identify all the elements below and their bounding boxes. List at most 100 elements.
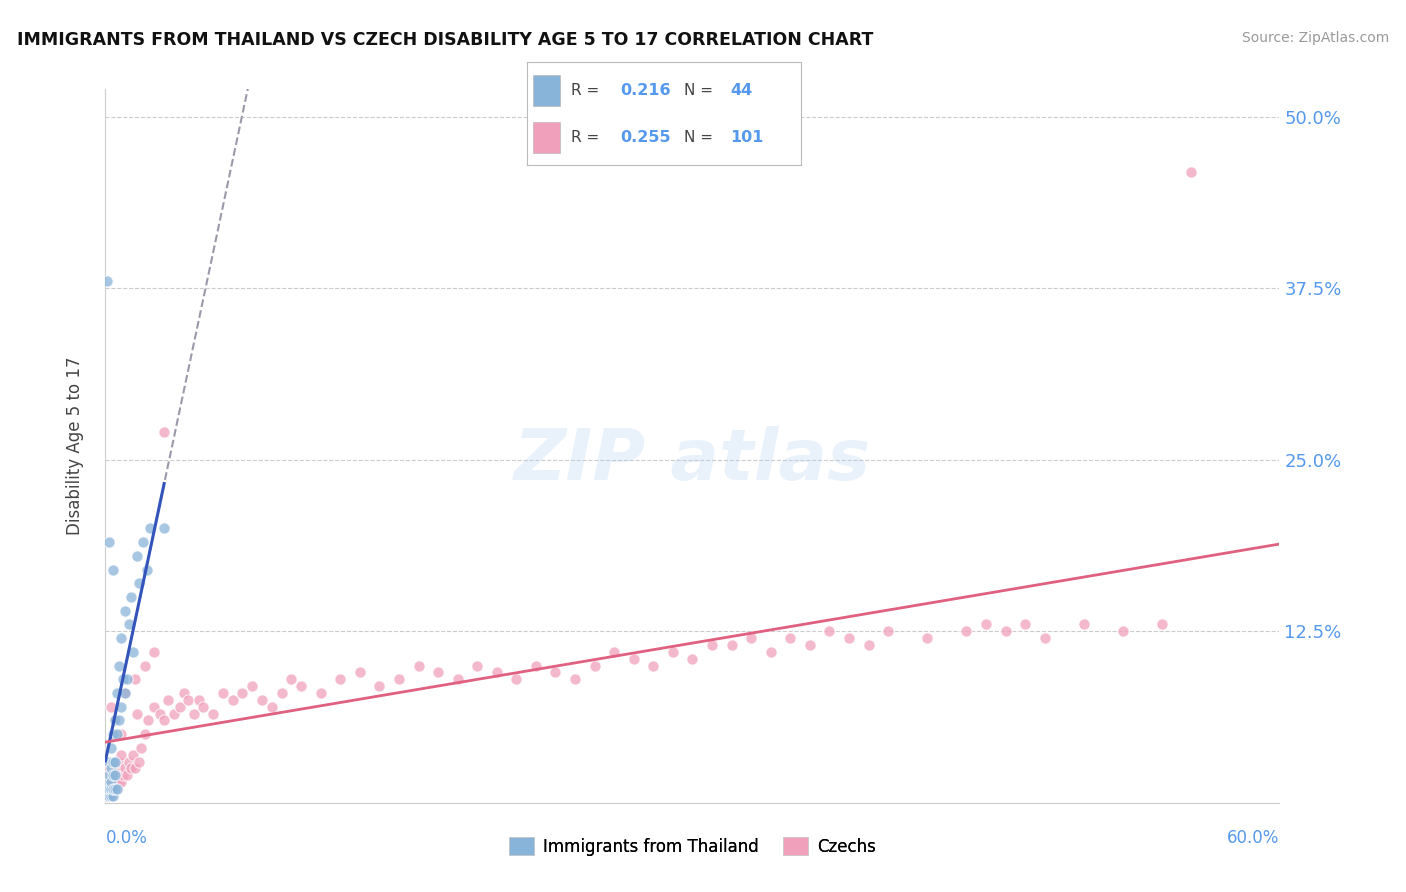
Point (173, 686, 195, 700)
Point (120, 590, 142, 604)
Point (100, 762, 122, 776)
Point (240, 679, 263, 693)
Point (108, 775, 131, 789)
Point (96, 775, 118, 789)
Point (104, 782, 127, 797)
Point (98, 789, 121, 803)
Point (110, 631, 132, 645)
Point (129, 740, 152, 755)
Point (231, 686, 253, 700)
Point (176, 693, 198, 707)
Point (108, 658, 131, 673)
Point (104, 714, 127, 728)
Point (544, 665, 567, 680)
Point (125, 706, 148, 721)
Point (202, 706, 225, 721)
Point (603, 645, 626, 659)
Point (121, 747, 143, 762)
Point (700, 638, 723, 652)
Point (280, 673, 302, 687)
Point (105, 782, 128, 797)
Point (98, 762, 121, 776)
Point (799, 638, 821, 652)
Point (583, 658, 606, 673)
Point (349, 665, 371, 680)
Point (818, 624, 841, 639)
Point (485, 665, 508, 680)
Point (114, 762, 136, 776)
Point (138, 714, 160, 728)
Point (103, 562, 125, 576)
Text: 44: 44 (730, 83, 752, 97)
Point (128, 755, 150, 769)
Point (125, 549, 148, 563)
Point (96, 782, 118, 797)
Point (524, 658, 547, 673)
Point (115, 768, 138, 782)
Point (250, 693, 273, 707)
Point (108, 755, 131, 769)
Point (100, 699, 122, 714)
Point (104, 755, 127, 769)
Point (105, 762, 128, 776)
Point (98, 768, 121, 782)
Text: 60.0%: 60.0% (1227, 829, 1279, 847)
Point (100, 789, 122, 803)
Point (112, 673, 135, 687)
Point (103, 768, 125, 782)
Point (114, 686, 136, 700)
Point (110, 727, 132, 741)
Point (388, 673, 411, 687)
Point (505, 673, 527, 687)
Point (740, 631, 762, 645)
Point (110, 775, 132, 789)
Point (623, 651, 645, 665)
Point (329, 673, 352, 687)
Point (143, 645, 166, 659)
Point (104, 782, 127, 797)
Point (104, 714, 127, 728)
Point (135, 562, 157, 576)
Point (124, 673, 146, 687)
Point (153, 521, 176, 535)
Point (157, 693, 180, 707)
Point (134, 727, 156, 741)
Point (98, 755, 121, 769)
Point (118, 755, 141, 769)
Point (112, 768, 135, 782)
Point (163, 706, 186, 721)
Point (121, 645, 143, 659)
Point (779, 631, 801, 645)
Point (643, 658, 665, 673)
Text: Source: ZipAtlas.com: Source: ZipAtlas.com (1241, 31, 1389, 45)
Text: 0.255: 0.255 (620, 130, 671, 145)
Point (128, 576, 150, 591)
Point (98, 775, 121, 789)
Point (153, 425, 176, 440)
Point (183, 706, 205, 721)
Point (915, 631, 938, 645)
Point (103, 727, 125, 741)
Point (120, 762, 142, 776)
Point (427, 665, 450, 680)
Point (110, 699, 132, 714)
Point (103, 755, 125, 769)
Point (290, 679, 312, 693)
Point (188, 693, 211, 707)
Point (96, 789, 118, 803)
Point (100, 789, 122, 803)
Point (105, 686, 128, 700)
Point (98, 535, 121, 549)
Point (110, 747, 132, 762)
Legend: Immigrants from Thailand, Czechs: Immigrants from Thailand, Czechs (502, 830, 883, 863)
Point (408, 658, 430, 673)
Point (446, 673, 468, 687)
Point (1150, 617, 1173, 632)
Text: 0.216: 0.216 (620, 83, 671, 97)
Point (221, 693, 243, 707)
Point (720, 638, 742, 652)
Point (143, 699, 166, 714)
Point (1180, 164, 1202, 178)
Point (100, 782, 122, 797)
Point (96, 782, 118, 797)
